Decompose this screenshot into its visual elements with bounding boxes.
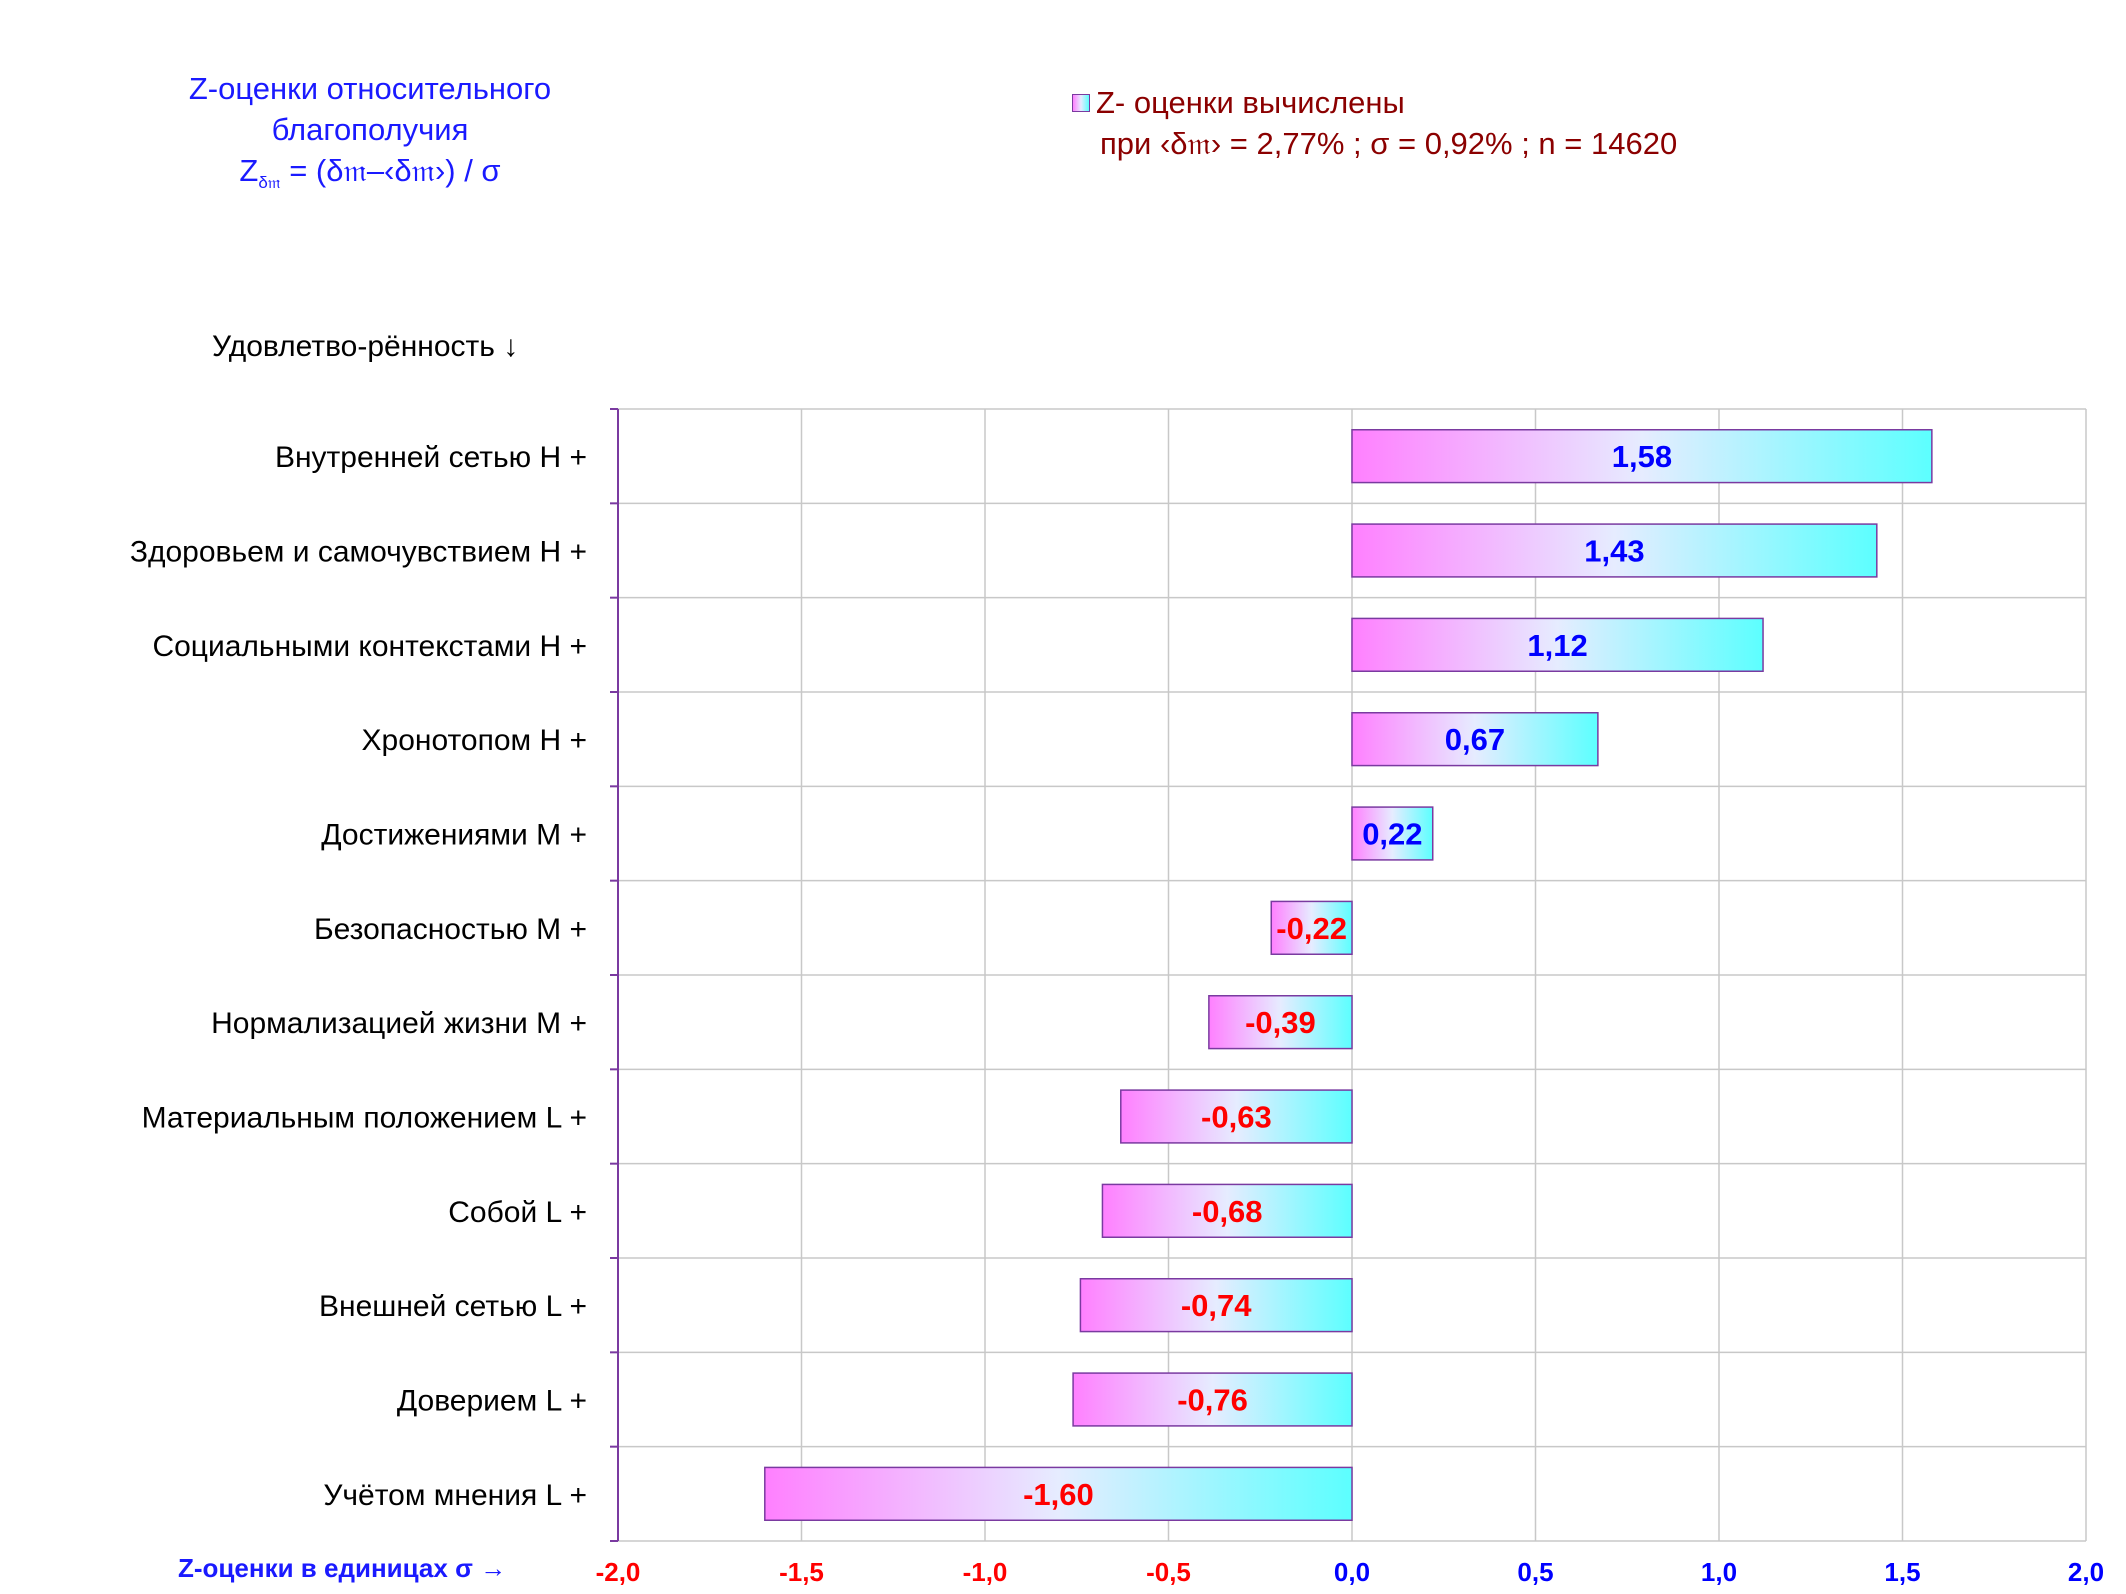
formula-z: Z bbox=[239, 153, 259, 188]
value-label: -0,74 bbox=[1181, 1288, 1252, 1323]
legend-label: Z- оценки вычислены bbox=[1096, 85, 1405, 120]
legend-params: при ‹δ𝔪› = 2,77% ; σ = 0,92% ; n = 14620 bbox=[1100, 126, 1678, 161]
bar bbox=[1079, 1278, 1353, 1333]
x-tick-label: -1,5 bbox=[779, 1557, 824, 1587]
x-tick-label: -2,0 bbox=[596, 1557, 641, 1587]
bars bbox=[764, 429, 1933, 1521]
value-label: -0,22 bbox=[1276, 911, 1347, 946]
category-label: Собой L + bbox=[448, 1196, 587, 1229]
legend-swatch bbox=[1072, 94, 1090, 112]
bar bbox=[1072, 1372, 1353, 1427]
value-label: 1,12 bbox=[1527, 628, 1587, 663]
category-label: Внутренней сетью H + bbox=[275, 441, 587, 474]
value-label: -0,63 bbox=[1201, 1100, 1272, 1135]
bar bbox=[1351, 712, 1599, 767]
category-label: Материальным положением L + bbox=[142, 1102, 587, 1135]
bar bbox=[1351, 617, 1764, 672]
value-label: 1,43 bbox=[1584, 534, 1644, 569]
x-tick-label: 0,5 bbox=[1517, 1557, 1553, 1587]
value-label: -0,68 bbox=[1192, 1194, 1263, 1229]
chart-title-line1: Z-оценки относительного bbox=[188, 71, 552, 106]
x-tick-label: 1,5 bbox=[1884, 1557, 1920, 1587]
category-label: Внешней сетью L + bbox=[319, 1290, 587, 1323]
bar bbox=[1351, 523, 1878, 578]
bar bbox=[1270, 900, 1353, 955]
category-label: Безопасностью M + bbox=[314, 913, 587, 946]
value-label: 1,58 bbox=[1612, 439, 1672, 474]
bar bbox=[1101, 1183, 1353, 1238]
x-tick-label: 0,0 bbox=[1334, 1557, 1370, 1587]
category-label: Доверием L + bbox=[397, 1385, 587, 1418]
value-label: 0,67 bbox=[1445, 722, 1505, 757]
labels: -2,0 -1,5 -1,0 -0,5 0,0 0,5 1,0 1,5 2,0 Внутренне… bbox=[130, 439, 2104, 1587]
category-label: Учётом мнения L + bbox=[323, 1479, 587, 1512]
bar bbox=[1208, 995, 1353, 1050]
category-label: Здоровьем и самочувствием H + bbox=[130, 536, 587, 569]
formula-rest: = (δ𝔪–‹δ𝔪›) / σ bbox=[280, 153, 501, 188]
chart-title: Z-оценки относительного благополучия Zδ𝔪… bbox=[120, 68, 620, 203]
chart-title-formula: Zδ𝔪 = (δ𝔪–‹δ𝔪›) / σ bbox=[120, 150, 620, 203]
value-label: 0,22 bbox=[1362, 817, 1422, 852]
x-tick-label: -0,5 bbox=[1146, 1557, 1191, 1587]
formula-subscript: δ𝔪 bbox=[258, 173, 281, 193]
value-label: -0,39 bbox=[1245, 1005, 1316, 1040]
value-label: -1,60 bbox=[1023, 1477, 1094, 1512]
legend: Z- оценки вычислены при ‹δ𝔪› = 2,77% ; σ… bbox=[1072, 82, 1677, 164]
value-label: -0,76 bbox=[1177, 1383, 1248, 1418]
category-axis-header: Удовлетво-рённость ↓ bbox=[212, 330, 519, 363]
x-tick-label: 1,0 bbox=[1701, 1557, 1737, 1587]
x-axis-title: Z-оценки в единицах σ → bbox=[178, 1553, 507, 1583]
x-tick-label: -1,0 bbox=[963, 1557, 1008, 1587]
bar bbox=[1351, 429, 1933, 484]
grid bbox=[610, 408, 2087, 1542]
bar bbox=[1351, 806, 1434, 861]
chart-title-line2: благополучия bbox=[271, 112, 469, 147]
category-label: Достижениями M + bbox=[321, 819, 587, 852]
category-label: Хронотопом H + bbox=[362, 724, 587, 757]
category-label: Нормализацией жизни M + bbox=[211, 1007, 587, 1040]
category-label: Социальными контекстами H + bbox=[152, 630, 587, 663]
bar bbox=[764, 1466, 1353, 1521]
bar bbox=[1120, 1089, 1353, 1144]
x-tick-label: 2,0 bbox=[2068, 1557, 2104, 1587]
